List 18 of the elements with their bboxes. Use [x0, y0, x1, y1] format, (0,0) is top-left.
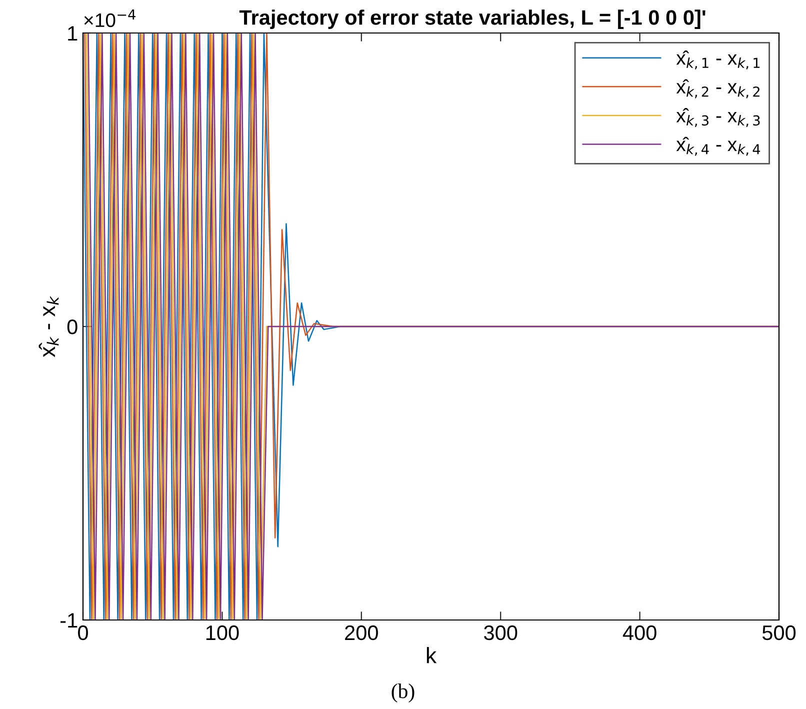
y-tick-label: 1 [68, 26, 78, 41]
y-tick-label: -1 [60, 613, 78, 628]
x-tick-label: 100 [206, 625, 239, 640]
legend-label: x̂$_{k,4}$ - x$_{k,4}$ [676, 136, 760, 156]
x-axis-title: k [426, 647, 437, 664]
legend-label: x̂$_{k,3}$ - x$_{k,3}$ [676, 108, 760, 127]
legend-label: x̂$_{k,2}$ - x$_{k,2}$ [676, 79, 760, 98]
x-tick-label: 400 [622, 625, 656, 640]
y-tick-label: 0 [67, 320, 78, 334]
x-tick-label: 300 [484, 625, 518, 640]
x-tick-label: 200 [345, 625, 378, 640]
legend-label: x̂$_{k,1}$ - x$_{k,1}$ [676, 50, 760, 70]
y-axis-title: x̂$_{k}$ - x$_{k}$ [38, 296, 59, 358]
x-tick-label: 0 [78, 625, 88, 640]
text: (b) [392, 684, 414, 702]
chart-title: Trajectory of error state variables, L = [-1 0 0 0]' [239, 10, 706, 29]
text: ×10$^{−4}$ [84, 10, 136, 28]
x-tick-label: 500 [762, 625, 796, 640]
